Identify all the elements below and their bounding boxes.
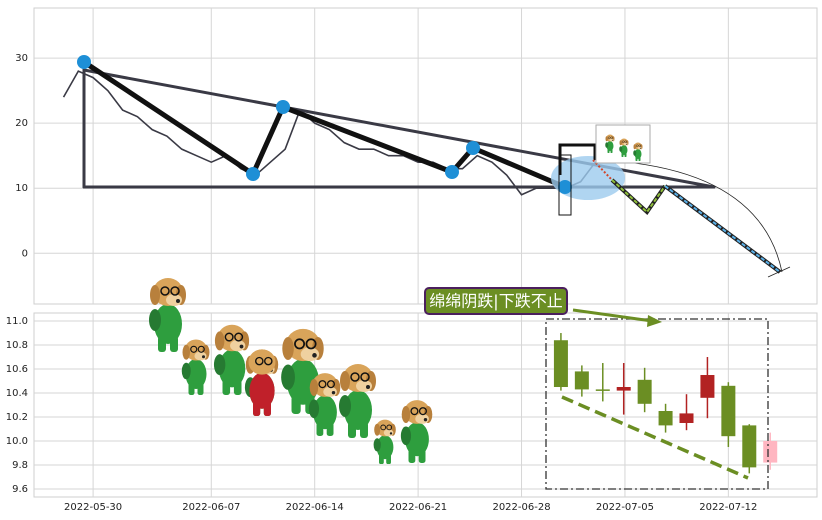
y-tick-label: 11.0 [6,316,28,327]
arc-tick [767,266,791,278]
y-tick-label: 10 [15,183,28,194]
y-tick-label: 9.8 [12,460,28,471]
candle-body [721,385,736,437]
y-tick-label: 10.8 [6,340,28,351]
projection [663,184,782,274]
arrow-head [647,315,662,327]
candle-body [742,425,757,468]
candle-body [553,340,568,388]
dog-stickers [148,277,433,465]
y-tick-label: 10.6 [6,364,28,375]
y-tick-label: 9.6 [12,484,28,495]
bracket [558,143,597,175]
x-tick-label: 2022-06-14 [286,502,344,513]
marker-box [558,154,572,216]
x-tick-label: 2022-06-21 [389,502,447,513]
x-tick-label: 2022-05-30 [64,502,122,513]
x-tick-label: 2022-06-28 [492,502,550,513]
projection [611,179,666,214]
y-tick-label: 0 [22,248,28,259]
candle-body [763,440,778,463]
candle-body [616,387,631,391]
x-tick-label: 2022-07-12 [699,502,757,513]
candle-body [700,375,715,398]
plot-area [33,7,818,305]
price-line [62,70,597,196]
candle-body [658,410,673,426]
y-tick-label: 10.4 [6,388,28,399]
plot-layer: 0 10 20 30 9.6 9.8 10.0 10.2 10.4 10.6 10.8 11.0 202… [6,7,818,513]
y-tick-label: 20 [15,118,28,129]
annotation-layer: 绵绵阴跌|下跌不止 [77,55,791,490]
trend-line [561,395,749,480]
arrow [572,308,653,323]
range-box [545,318,769,490]
candle-body [574,371,589,390]
x-tick-label: 2022-07-05 [596,502,654,513]
annotation-box [424,287,568,315]
x-tick-label: 2022-06-07 [182,502,240,513]
pattern-points [77,55,572,194]
y-tick-label: 30 [15,53,28,64]
candle-body [679,413,694,423]
y-tick-label: 10.2 [6,412,28,423]
candle-body [595,389,610,391]
y-tick-label: 10.0 [6,436,28,447]
annotation-text: 绵绵阴跌|下跌不止 [429,292,562,311]
candle-body [637,379,652,404]
